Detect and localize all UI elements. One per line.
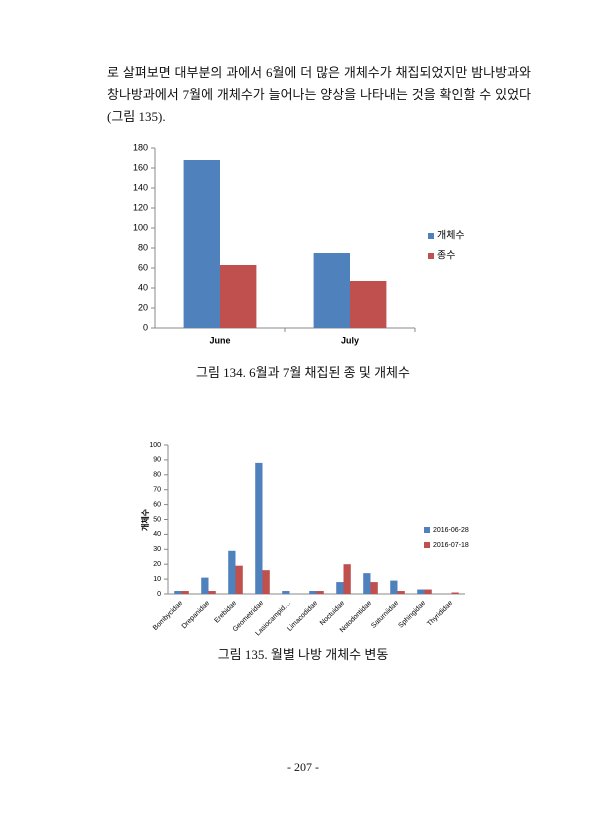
bar (350, 281, 387, 328)
x-tick-label: Bombycidae (152, 600, 184, 632)
y-tick-label: 100 (149, 442, 161, 449)
y-tick-label: 10 (153, 576, 161, 583)
bar (208, 591, 216, 594)
y-tick-label: 40 (153, 531, 161, 538)
y-tick-label: 40 (138, 282, 148, 292)
x-tick-label: Drepanidae (181, 600, 212, 631)
bar (363, 573, 371, 594)
bar (262, 570, 270, 594)
bar (424, 589, 432, 594)
bar (316, 591, 324, 594)
bar (183, 160, 220, 328)
bar (397, 591, 405, 594)
legend-label: 종수 (437, 250, 455, 262)
y-tick-label: 80 (153, 472, 161, 479)
figure-caption: 그림 135. 월별 나방 개체수 변동 (217, 647, 389, 662)
bar (201, 577, 209, 594)
y-tick-label: 60 (153, 501, 161, 508)
legend-label: 개체수 (437, 230, 465, 242)
bar (174, 591, 182, 594)
y-tick-label: 180 (133, 142, 148, 152)
y-tick-label: 140 (133, 182, 148, 192)
y-tick-label: 20 (153, 561, 161, 568)
legend-label: 2016-06-28 (433, 527, 469, 534)
y-tick-label: 20 (138, 302, 148, 312)
x-tick-label: Sphingidae (397, 600, 427, 630)
legend-swatch (428, 253, 434, 259)
paragraph: 로 살펴보면 대부분의 과에서 6월에 더 많은 개체수가 채집되었지만 밤나방… (107, 65, 531, 124)
y-tick-label: 70 (153, 487, 161, 494)
bar (228, 550, 236, 594)
bar (181, 591, 189, 594)
bar (417, 589, 425, 594)
y-axis-label: 개체수 (140, 508, 150, 531)
bar (336, 582, 344, 594)
bar (313, 253, 350, 328)
y-tick-label: 0 (143, 322, 148, 332)
legend-label: 2016-07-18 (433, 542, 469, 549)
y-tick-label: 100 (133, 222, 148, 232)
y-tick-label: 160 (133, 162, 148, 172)
y-tick-label: 60 (138, 262, 148, 272)
x-tick-label: June (209, 335, 230, 345)
y-tick-label: 90 (153, 457, 161, 464)
x-tick-label: Noctuidae (319, 600, 346, 627)
legend-swatch (424, 527, 430, 533)
y-tick-label: 30 (153, 546, 161, 553)
page-number: - 207 - (287, 760, 319, 774)
legend-swatch (428, 233, 434, 239)
bar (255, 462, 263, 594)
x-tick-label: July (341, 335, 359, 345)
y-tick-label: 50 (153, 516, 161, 523)
legend-swatch (424, 542, 430, 548)
y-tick-label: 80 (138, 242, 148, 252)
y-tick-label: 0 (157, 591, 161, 598)
bar (309, 591, 317, 594)
x-tick-label: Saturniidae (370, 600, 400, 630)
x-tick-label: Thyrididae (426, 600, 454, 628)
bar (451, 592, 459, 594)
bar (220, 265, 257, 328)
bar (390, 580, 398, 594)
bar (235, 565, 243, 594)
figure-caption: 그림 134. 6월과 7월 채집된 종 및 개체수 (196, 365, 410, 380)
bar (282, 591, 290, 594)
x-tick-label: Erebidae (213, 600, 238, 625)
y-tick-label: 120 (133, 202, 148, 212)
bar (370, 582, 378, 594)
bar (343, 564, 351, 594)
